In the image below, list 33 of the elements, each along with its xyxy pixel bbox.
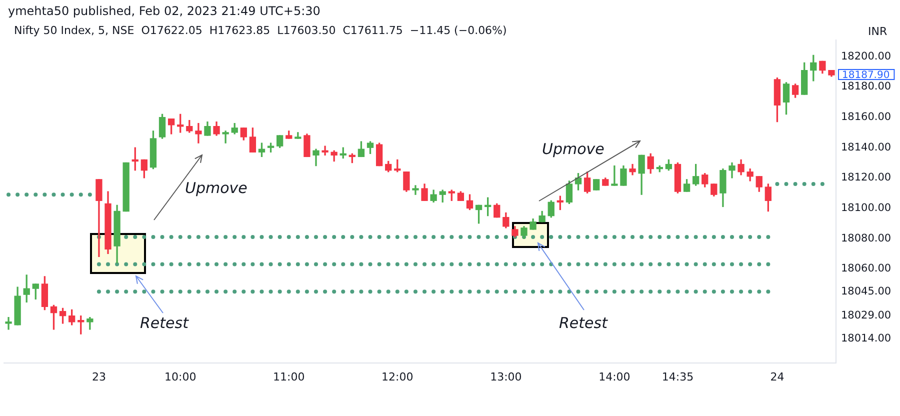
candlestick [611, 165, 618, 186]
annotation: Upmove [185, 179, 248, 197]
x-tick-label: 10:00 [164, 370, 196, 384]
candlestick [5, 317, 12, 330]
y-tick-label: 18014.00 [841, 332, 892, 344]
x-tick-label: 11:00 [273, 370, 305, 384]
x-tick-label: 23 [92, 370, 106, 384]
x-tick-label: 13:00 [490, 370, 522, 384]
y-tick-label: 18060.00 [841, 262, 892, 275]
text: 18187.90 [842, 70, 890, 82]
candlestick [195, 123, 202, 144]
chart-subtitle: Nifty 50 Index, 5, NSE O17622.05 H17623.85 L17603.50 C17611.75 −11.45 (−0.06%) [14, 24, 507, 37]
x-tick-label: 24 [770, 370, 784, 384]
y-axis-title: INR [868, 24, 888, 38]
y-tick-label: 18029.00 [841, 310, 892, 322]
x-tick-label: 14:35 [662, 370, 694, 384]
candlestick [412, 185, 419, 195]
y-tick-label: 18080.00 [841, 232, 892, 244]
y-tick-label: 18180.00 [841, 80, 892, 93]
annotation: Retest [140, 314, 188, 332]
candlestick [322, 146, 328, 156]
x-tick-label: 14:00 [598, 370, 630, 384]
y-tick-label: 18100.00 [841, 202, 892, 214]
annotation: Upmove [542, 140, 604, 158]
chart-title: ymehta50 published, Feb 02, 2023 21:49 UTC+5:30 [8, 4, 320, 18]
x-tick-label: 12:00 [382, 370, 414, 384]
y-tick-label: 18120.00 [841, 172, 892, 184]
y-tick-label: 18045.00 [841, 285, 892, 298]
y-tick-label: 18200.00 [841, 50, 892, 62]
y-tick-label: 18140.00 [841, 141, 892, 154]
annotation: Retest [559, 314, 608, 332]
y-tick-label: 18160.00 [841, 111, 892, 124]
candlestick [222, 130, 229, 144]
